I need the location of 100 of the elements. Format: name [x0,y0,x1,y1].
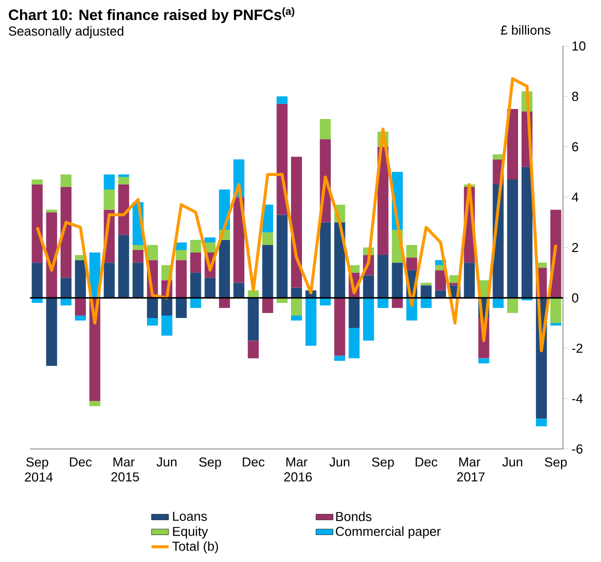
bar [420,285,432,298]
bar [74,298,86,316]
bar [262,298,274,313]
bar [104,174,115,190]
bar [377,298,388,308]
bar [32,298,43,303]
bar [89,401,100,406]
bar [348,328,360,358]
legend-label: Equity [173,526,208,539]
y-tick-label: 2 [572,242,578,252]
bar [406,258,418,270]
legend-label: Commercial paper [336,526,441,539]
bar [291,156,302,288]
bar [435,270,446,290]
bar [118,176,130,185]
x-tick-label: Dec [70,458,92,467]
bar [420,282,432,286]
bar [74,260,86,298]
bar [420,298,432,308]
x-tick-label: Mar 2015 [111,458,139,482]
bar [132,262,144,298]
bar [291,288,302,298]
x-tick-label: Dec [242,458,264,467]
bar [32,262,43,298]
bar [146,298,158,318]
bar [118,184,130,235]
y-tick-label: 0 [572,293,578,302]
bar [146,244,158,260]
x-tick-label: Jun [156,458,176,467]
bar [176,298,187,318]
bar [190,252,202,273]
bar [104,262,115,298]
bar [492,298,504,308]
bar [146,318,158,326]
y-tick-label: 4 [572,192,578,202]
bar [176,242,187,250]
bar [334,298,346,356]
bar [363,275,374,298]
bar [190,272,202,298]
bar [406,244,418,258]
bar [190,298,202,308]
bar [320,222,331,298]
bar [60,298,72,306]
x-tick-label: Dec [416,458,438,467]
x-tick-label: Sep 2014 [24,458,53,482]
bar [262,232,274,245]
x-tick-label: Jun [329,458,350,467]
y-tick-label: 8 [572,92,578,101]
y-tick-label: -2 [572,344,582,353]
x-tick-label: Mar 2016 [284,458,312,482]
bar [60,174,72,188]
bar [276,96,288,104]
bar [161,315,172,336]
legend-label: Bonds [336,512,372,522]
bar [305,298,316,346]
y-tick-label: -6 [572,444,582,454]
bar [132,244,144,250]
bar [176,260,187,298]
bar [478,358,490,364]
y-tick-label: -4 [572,394,583,404]
bar [348,298,360,328]
bar [507,108,518,180]
bar [536,418,547,426]
bar [522,166,532,298]
x-tick-label: Jun [502,458,522,467]
bar [291,298,302,316]
x-tick-label: Sep [544,458,567,470]
chart-title: Chart 10: Net finance raised by PNFCs$^{(a)}$ [8,7,294,24]
x-tick-label: Sep [372,458,394,470]
bar [507,179,518,298]
bar [219,240,230,298]
bar [176,250,187,260]
y-tick-label: 6 [572,142,578,152]
bar [248,298,259,341]
bar [60,278,72,298]
bar [464,262,475,298]
legend-label: Loans [173,512,207,521]
line-series [36,77,558,352]
bar [190,240,202,253]
bar [291,315,302,321]
bar [118,174,130,177]
bar [161,298,172,316]
bar [132,250,144,263]
bar [276,214,288,298]
legend-label: Total (b) [172,541,218,554]
bar [46,298,58,366]
bar [74,315,86,321]
bar [276,104,288,215]
bar [276,298,288,303]
bar [118,234,130,298]
chart-subtitle: Seasonally adjusted [8,26,124,38]
bar [204,278,216,298]
y-axis-title: £ billions [500,25,550,35]
bar [32,184,43,263]
y-tick-label: 10 [572,41,586,51]
bar [32,179,43,185]
bar [550,298,562,324]
bar [392,298,403,308]
bar [334,356,346,361]
bar [320,298,331,306]
